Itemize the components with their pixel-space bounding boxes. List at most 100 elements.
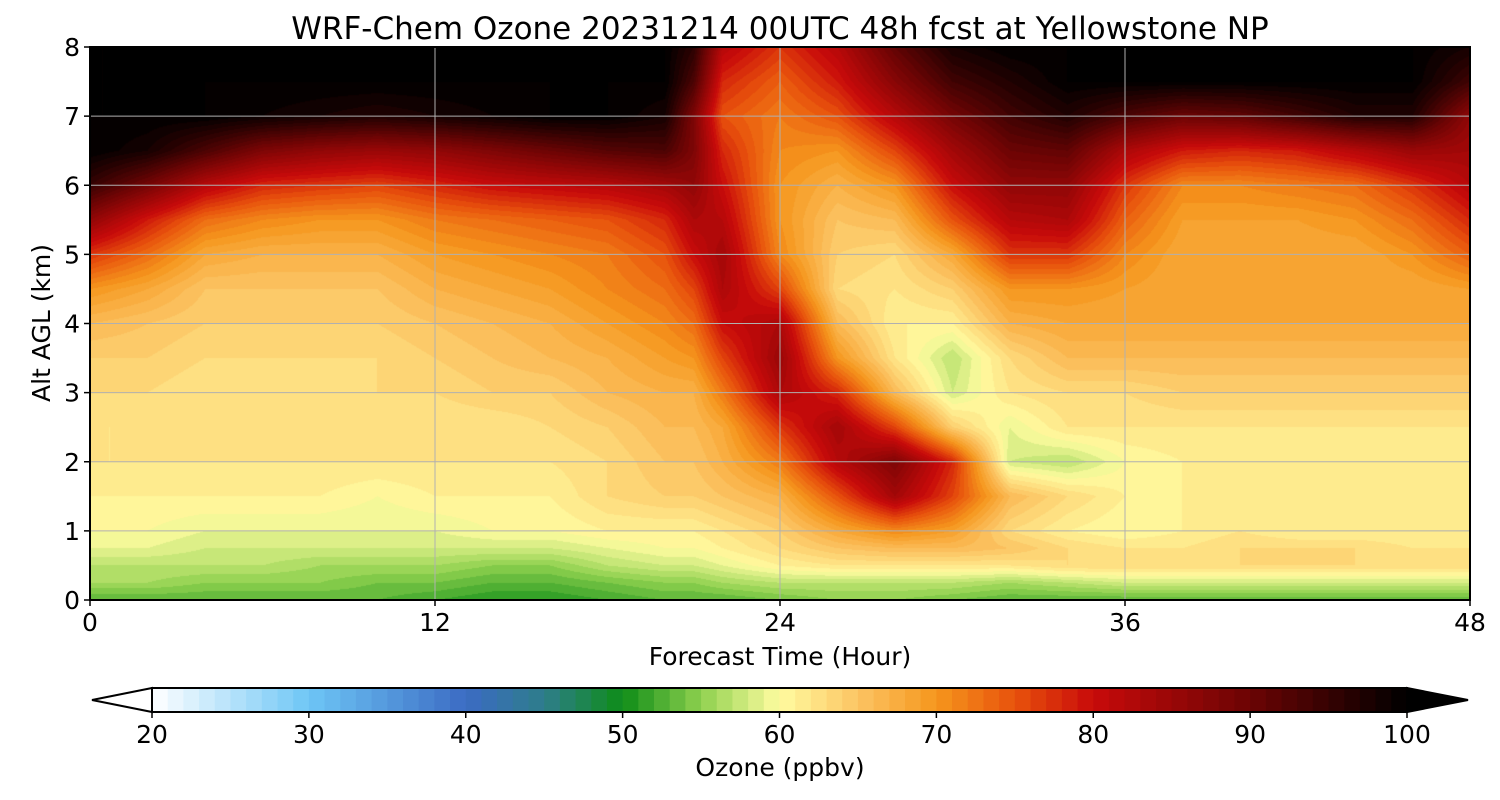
colorbar-segment <box>1391 688 1408 712</box>
colorbar-segment <box>387 688 404 712</box>
colorbar-segment <box>355 688 373 712</box>
colorbar-segment <box>481 688 498 712</box>
colorbar-segment <box>1265 688 1283 712</box>
colorbar-segment <box>277 688 294 712</box>
colorbar-tick-label: 60 <box>764 720 796 749</box>
colorbar-segment <box>591 688 608 712</box>
colorbar-segment <box>230 688 247 712</box>
y-tick-label: 0 <box>64 586 80 615</box>
colorbar-segment <box>308 688 326 712</box>
colorbar-segment <box>1344 688 1361 712</box>
colorbar-tick-label: 20 <box>136 720 168 749</box>
colorbar-segment <box>1077 688 1094 712</box>
colorbar-tick-label: 70 <box>920 720 952 749</box>
colorbar-segment <box>716 688 734 712</box>
colorbar-segments <box>152 688 1408 712</box>
colorbar-tick-label: 30 <box>293 720 325 749</box>
y-tick-label: 2 <box>64 448 80 477</box>
colorbar-segment <box>1156 688 1173 712</box>
x-tick-label: 0 <box>82 608 98 637</box>
colorbar-segment <box>1218 688 1236 712</box>
y-tick-label: 7 <box>64 102 80 131</box>
colorbar-segment <box>1203 688 1220 712</box>
colorbar-segment <box>1014 688 1032 712</box>
colorbar-segment <box>826 688 843 712</box>
colorbar-segment <box>873 688 890 712</box>
colorbar-segment <box>324 688 341 712</box>
colorbar-segment <box>183 688 200 712</box>
colorbar-segment <box>1281 688 1298 712</box>
y-axis-ticks: 0 1 2 3 4 5 6 7 8 <box>64 33 90 615</box>
colorbar-ticks: 20 30 40 50 60 70 80 90 100 <box>136 712 1431 749</box>
colorbar-segment <box>606 688 624 712</box>
x-tick-label: 24 <box>764 608 796 637</box>
colorbar-segment <box>246 688 263 712</box>
colorbar-segment <box>920 688 937 712</box>
colorbar-segment <box>1140 688 1157 712</box>
colorbar-segment <box>1061 688 1079 712</box>
colorbar-segment <box>748 688 765 712</box>
colorbar-segment <box>1108 688 1126 712</box>
colorbar-segment <box>1030 688 1047 712</box>
colorbar-segment <box>152 688 169 712</box>
colorbar-segment <box>214 688 232 712</box>
colorbar-segment <box>905 688 922 712</box>
colorbar-segment <box>936 688 953 712</box>
colorbar-segment <box>1124 688 1141 712</box>
colorbar-segment <box>559 688 577 712</box>
grid-lines <box>90 47 1470 600</box>
colorbar-segment <box>167 688 184 712</box>
colorbar-segment <box>763 688 781 712</box>
colorbar-segment <box>1297 688 1314 712</box>
colorbar-segment <box>779 688 796 712</box>
x-tick-label: 36 <box>1109 608 1141 637</box>
y-axis-label: Alt AGL (km) <box>27 244 56 402</box>
colorbar-segment <box>669 688 686 712</box>
colorbar-segment <box>403 688 420 712</box>
colorbar-segment <box>261 688 279 712</box>
colorbar-segment <box>1046 688 1063 712</box>
colorbar-segment <box>1375 688 1392 712</box>
colorbar-label: Ozone (ppbv) <box>695 753 864 782</box>
colorbar-segment <box>434 688 451 712</box>
colorbar-segment <box>967 688 985 712</box>
y-tick-label: 1 <box>64 517 80 546</box>
colorbar-segment <box>685 688 702 712</box>
colorbar-segment <box>889 688 906 712</box>
chart-title: WRF-Chem Ozone 20231214 00UTC 48h fcst a… <box>291 11 1268 47</box>
colorbar-segment <box>371 688 388 712</box>
y-tick-label: 5 <box>64 240 80 269</box>
colorbar-segment <box>497 688 514 712</box>
colorbar-extend-low <box>91 686 153 714</box>
colorbar-extend-high <box>1406 686 1469 714</box>
x-tick-label: 48 <box>1454 608 1486 637</box>
colorbar: 20 30 40 50 60 70 80 90 100 Ozone (ppbv) <box>91 686 1469 782</box>
colorbar-segment <box>983 688 1000 712</box>
colorbar-segment <box>1171 688 1188 712</box>
colorbar-segment <box>795 688 812 712</box>
colorbar-segment <box>293 688 310 712</box>
colorbar-segment <box>810 688 828 712</box>
colorbar-segment <box>544 688 561 712</box>
x-axis-ticks: 0 12 24 36 48 <box>82 600 1486 637</box>
colorbar-tick-label: 100 <box>1383 720 1431 749</box>
colorbar-segment <box>465 688 483 712</box>
y-tick-label: 4 <box>64 310 80 339</box>
x-axis-label: Forecast Time (Hour) <box>649 642 912 671</box>
colorbar-segment <box>450 688 467 712</box>
colorbar-segment <box>199 688 216 712</box>
colorbar-segment <box>732 688 749 712</box>
colorbar-tick-label: 50 <box>607 720 639 749</box>
colorbar-segment <box>857 688 875 712</box>
y-tick-label: 3 <box>64 379 80 408</box>
colorbar-segment <box>952 688 969 712</box>
colorbar-segment <box>1312 688 1330 712</box>
colorbar-segment <box>1234 688 1251 712</box>
colorbar-tick-label: 90 <box>1234 720 1266 749</box>
colorbar-segment <box>622 688 639 712</box>
y-tick-label: 6 <box>64 171 80 200</box>
colorbar-segment <box>999 688 1016 712</box>
colorbar-segment <box>1328 688 1345 712</box>
colorbar-segment <box>1187 688 1204 712</box>
